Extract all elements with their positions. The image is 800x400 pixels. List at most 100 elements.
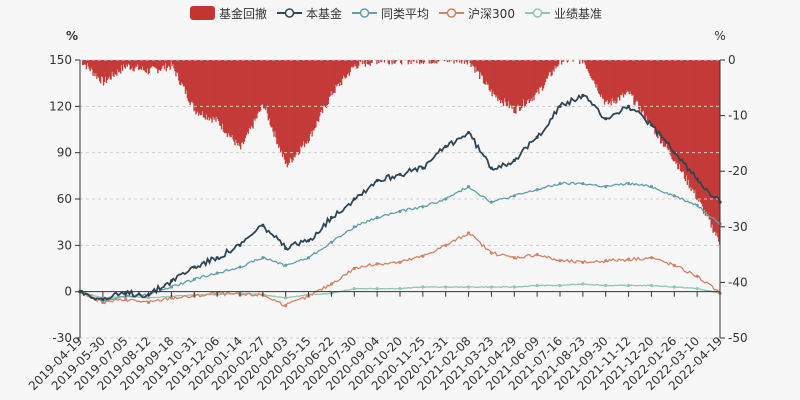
drawdown-bar	[473, 60, 475, 67]
drawdown-bar	[309, 60, 311, 134]
drawdown-bar	[240, 60, 242, 150]
drawdown-bar	[396, 60, 398, 61]
drawdown-bar	[281, 60, 284, 158]
drawdown-bar	[105, 60, 108, 83]
drawdown-bar	[277, 60, 279, 144]
drawdown-bar	[256, 60, 258, 119]
drawdown-bar	[331, 60, 333, 96]
drawdown-bar	[157, 60, 159, 74]
drawdown-bar	[241, 60, 244, 142]
drawdown-bar	[525, 60, 528, 105]
drawdown-bar	[198, 60, 200, 116]
point-hs300	[284, 303, 288, 308]
drawdown-bar	[107, 60, 109, 79]
drawdown-bar	[166, 60, 169, 68]
drawdown-bar	[432, 60, 434, 64]
drawdown-bar	[704, 60, 707, 216]
drawdown-bar	[284, 60, 287, 165]
drawdown-bar	[594, 60, 596, 84]
legend-label-benchmark: 业绩基准	[553, 6, 602, 21]
drawdown-bar	[173, 60, 175, 69]
drawdown-bar	[144, 60, 147, 73]
drawdown-bar	[586, 60, 589, 69]
drawdown-bar	[453, 60, 455, 64]
drawdown-bar	[83, 60, 86, 65]
drawdown-bar	[702, 60, 705, 214]
drawdown-bar	[190, 60, 192, 103]
legend-label-peer: 同类平均	[381, 6, 430, 21]
point-fund	[261, 223, 265, 227]
drawdown-bar	[172, 60, 174, 65]
drawdown-bar	[543, 60, 546, 86]
drawdown-bar	[219, 60, 221, 126]
drawdown-bar	[206, 60, 209, 120]
drawdown-bar	[200, 60, 202, 116]
drawdown-bar	[356, 60, 358, 69]
drawdown-bar	[475, 60, 477, 68]
drawdown-bar	[262, 60, 265, 109]
drawdown-bar	[589, 60, 591, 76]
point-peer	[466, 185, 471, 189]
drawdown-bar	[146, 60, 149, 69]
drawdown-bar	[505, 60, 508, 107]
y-left-tick-label: 120	[49, 99, 72, 113]
drawdown-bar	[176, 60, 178, 73]
drawdown-bar	[357, 60, 359, 69]
drawdown-bar	[333, 60, 335, 93]
series-line-fund	[79, 94, 721, 302]
y-right-tick-label: -20	[728, 164, 748, 178]
point-fund	[444, 144, 448, 149]
drawdown-bar	[490, 60, 492, 90]
drawdown-bar	[294, 60, 296, 158]
drawdown-bar	[408, 60, 410, 62]
drawdown-bar	[650, 60, 652, 123]
drawdown-bar	[128, 60, 130, 65]
drawdown-bar	[488, 60, 490, 90]
legend-item-fund[interactable]: 本基金	[277, 5, 342, 22]
drawdown-bar	[291, 60, 293, 163]
drawdown-bar	[548, 60, 550, 73]
drawdown-bar	[197, 60, 199, 112]
point-fund	[626, 104, 631, 108]
drawdown-bar	[479, 60, 481, 79]
point-hs300	[398, 260, 402, 264]
drawdown-bar	[682, 60, 685, 172]
drawdown-bar	[110, 60, 112, 80]
drawdown-bar	[622, 60, 625, 98]
drawdown-bar	[509, 60, 511, 105]
drawdown-bar	[514, 60, 516, 114]
point-fund	[306, 239, 311, 243]
drawdown-bar	[323, 60, 326, 106]
drawdown-bar	[213, 60, 215, 120]
drawdown-bar	[600, 60, 603, 95]
drawdown-bar	[223, 60, 226, 134]
drawdown-bar	[278, 60, 280, 149]
drawdown-bar	[117, 60, 119, 70]
drawdown-bar	[263, 60, 266, 109]
point-benchmark	[512, 285, 516, 289]
drawdown-bar	[164, 60, 167, 64]
drawdown-bar	[686, 60, 689, 185]
drawdown-bar	[337, 60, 339, 84]
drawdown-bar	[526, 60, 529, 101]
drawdown-bar	[676, 60, 678, 163]
drawdown-bar	[137, 60, 139, 65]
legend-item-hs300[interactable]: 沪深300	[439, 5, 515, 22]
drawdown-bar	[265, 60, 268, 108]
drawdown-bar	[474, 60, 476, 73]
drawdown-bar	[104, 60, 107, 77]
drawdown-bar	[714, 60, 716, 232]
legend-item-peer[interactable]: 同类平均	[352, 5, 429, 22]
drawdown-bar	[706, 60, 709, 217]
drawdown-bar	[495, 60, 497, 98]
drawdown-bar	[677, 60, 679, 170]
drawdown-bar	[637, 60, 639, 102]
drawdown-bar	[282, 60, 285, 155]
point-peer	[329, 240, 334, 244]
y-left-tick-label: 60	[57, 192, 72, 206]
drawdown-bar	[237, 60, 239, 146]
drawdown-bar	[680, 60, 682, 172]
legend-item-drawdown[interactable]: 基金回撤	[190, 5, 267, 22]
drawdown-bar	[547, 60, 549, 76]
legend-item-benchmark[interactable]: 业绩基准	[524, 5, 602, 22]
